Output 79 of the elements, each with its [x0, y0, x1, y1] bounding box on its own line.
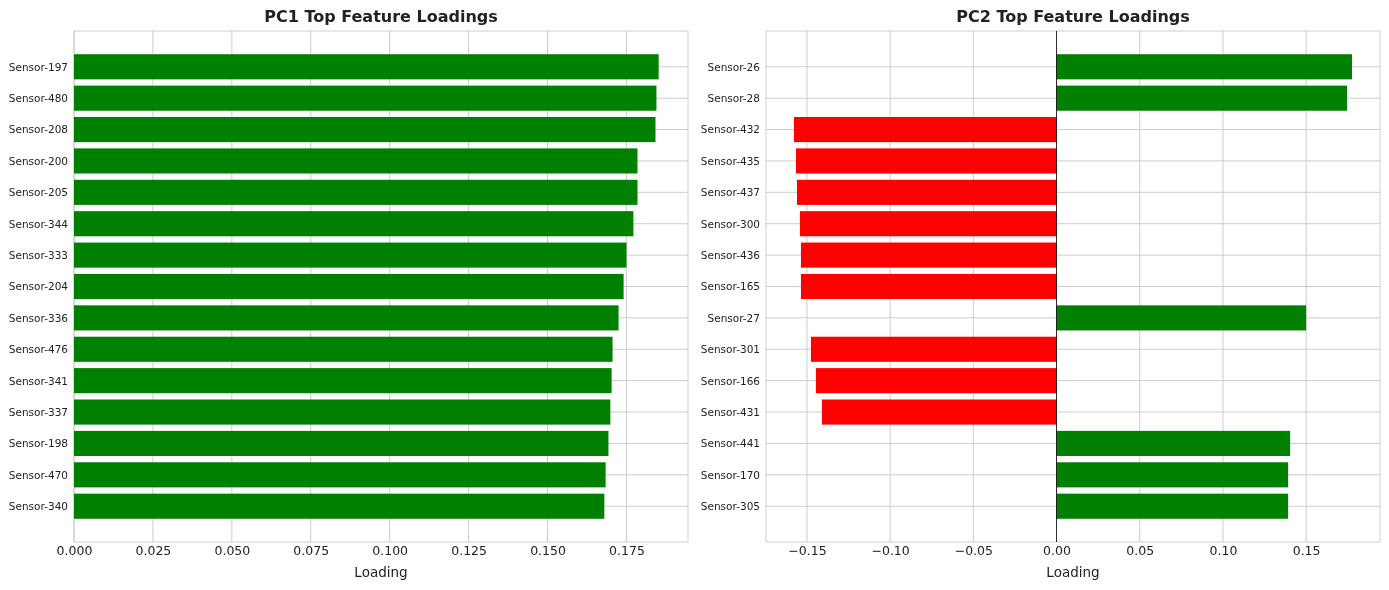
x-tick-label: 0.00: [1043, 542, 1071, 558]
y-tick-label: Sensor-205: [8, 186, 68, 199]
bar: [821, 399, 1057, 425]
y-tick-label: Sensor-476: [8, 343, 69, 356]
chart-title: PC2 Top Feature Loadings: [956, 7, 1190, 26]
x-tick-label: 0.050: [214, 542, 251, 558]
bar: [74, 117, 656, 143]
chart-title: PC1 Top Feature Loadings: [264, 7, 498, 26]
bar: [1056, 305, 1307, 331]
y-tick-label: Sensor-336: [8, 311, 69, 324]
y-tick-label: Sensor-432: [700, 123, 760, 136]
bar: [1056, 462, 1289, 488]
bar: [793, 117, 1057, 143]
bar: [74, 148, 638, 174]
y-tick-label: Sensor-470: [8, 468, 68, 481]
x-tick-label: 0.150: [530, 542, 566, 558]
x-tick-label: 0.05: [1126, 542, 1155, 558]
y-tick-label: Sensor-197: [8, 60, 68, 73]
bar: [74, 462, 606, 488]
x-tick-label: −0.15: [788, 542, 827, 558]
y-tick-label: Sensor-333: [8, 248, 68, 261]
x-tick-label: 0.10: [1209, 542, 1238, 558]
x-axis-title: Loading: [354, 564, 408, 580]
bar: [74, 211, 634, 237]
y-tick-label: Sensor-28: [707, 92, 760, 105]
x-tick-label: 0.100: [372, 542, 409, 558]
bar: [74, 399, 611, 425]
y-tick-label: Sensor-344: [8, 217, 69, 230]
y-tick-label: Sensor-300: [700, 217, 760, 230]
x-tick-label: 0.175: [609, 542, 645, 558]
bar: [810, 336, 1057, 362]
y-tick-label: Sensor-340: [8, 500, 68, 513]
bar: [1056, 54, 1353, 80]
bar: [1056, 430, 1291, 456]
x-tick-label: 0.000: [56, 542, 93, 558]
y-tick-label: Sensor-437: [700, 186, 760, 199]
y-tick-label: Sensor-431: [700, 405, 760, 418]
bar: [796, 179, 1057, 205]
y-tick-label: Sensor-305: [700, 500, 760, 513]
y-tick-label: Sensor-170: [700, 468, 760, 481]
x-tick-label: −0.10: [871, 542, 910, 558]
bar: [800, 242, 1057, 268]
bar: [74, 430, 609, 456]
y-tick-label: Sensor-436: [700, 248, 761, 261]
y-tick-label: Sensor-435: [700, 154, 760, 167]
bar: [74, 305, 619, 331]
bar: [74, 242, 627, 268]
y-tick-label: Sensor-204: [8, 280, 69, 293]
x-tick-label: 0.15: [1292, 542, 1321, 558]
bar: [74, 336, 613, 362]
y-tick-label: Sensor-26: [707, 60, 761, 73]
bar: [74, 85, 657, 111]
y-tick-label: Sensor-198: [8, 437, 68, 450]
x-tick-label: −0.05: [954, 542, 993, 558]
y-tick-label: Sensor-27: [707, 311, 760, 324]
x-tick-label: 0.075: [293, 542, 330, 558]
bar: [74, 273, 624, 300]
y-tick-label: Sensor-166: [700, 374, 761, 387]
bar: [815, 368, 1057, 394]
y-tick-label: Sensor-165: [700, 280, 760, 293]
bar: [74, 54, 659, 80]
y-tick-label: Sensor-341: [8, 374, 68, 387]
bar: [1056, 493, 1289, 519]
x-axis-title: Loading: [1046, 564, 1100, 580]
y-tick-label: Sensor-441: [700, 437, 760, 450]
bar: [74, 493, 605, 519]
x-tick-label: 0.025: [135, 542, 172, 558]
y-tick-label: Sensor-208: [8, 123, 68, 136]
y-tick-label: Sensor-301: [700, 343, 760, 356]
bar: [74, 368, 612, 394]
bar: [1056, 85, 1348, 111]
bar: [800, 273, 1057, 300]
y-tick-label: Sensor-337: [8, 405, 68, 418]
y-tick-label: Sensor-200: [8, 154, 68, 167]
bar: [795, 148, 1057, 174]
x-tick-label: 0.125: [451, 542, 487, 558]
bar: [799, 211, 1057, 237]
y-tick-label: Sensor-480: [8, 92, 68, 105]
bar: [74, 179, 638, 205]
